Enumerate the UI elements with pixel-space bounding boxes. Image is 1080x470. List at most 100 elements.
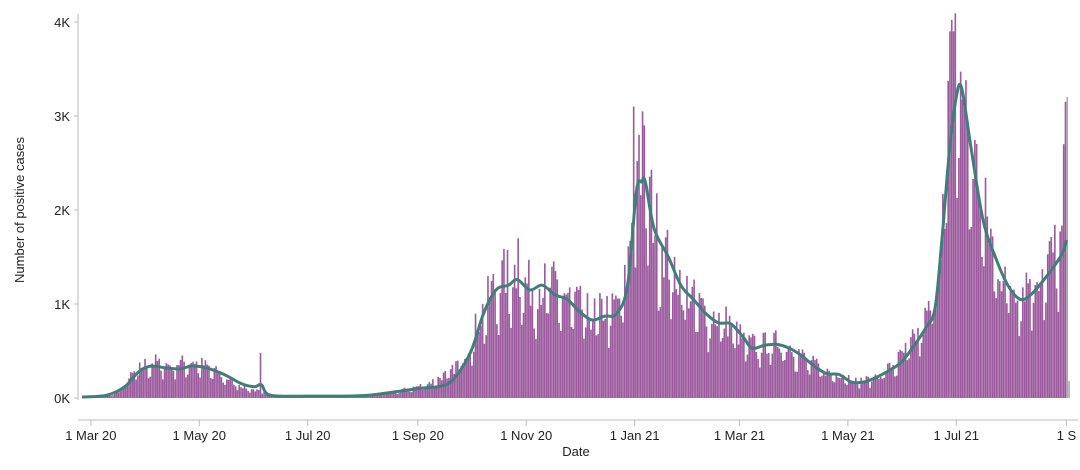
daily-case-bar — [869, 387, 871, 398]
daily-case-bar — [483, 343, 486, 398]
daily-case-bar — [519, 296, 521, 398]
daily-case-bar — [950, 19, 953, 398]
daily-case-bar — [920, 342, 923, 398]
daily-case-bar — [613, 299, 615, 398]
daily-case-bar — [460, 365, 463, 398]
daily-case-bar — [638, 134, 640, 399]
daily-case-bar — [787, 348, 790, 398]
x-tick-label: 1 Mar 21 — [714, 428, 765, 443]
x-tick-label: 1 Mar 20 — [65, 428, 116, 443]
daily-case-bar — [149, 376, 152, 398]
daily-case-bar — [576, 286, 578, 398]
daily-case-bar — [373, 395, 376, 398]
daily-case-bar — [360, 396, 363, 398]
daily-case-bar — [789, 345, 791, 398]
daily-case-bar — [190, 363, 193, 398]
daily-case-bar — [478, 331, 480, 398]
daily-case-bar — [1057, 311, 1060, 398]
daily-case-bar — [547, 313, 550, 398]
daily-case-bar — [574, 291, 576, 398]
daily-case-bar — [838, 378, 841, 398]
daily-case-bar — [854, 377, 857, 398]
daily-case-bar — [1032, 302, 1035, 398]
daily-case-bar — [902, 352, 905, 398]
daily-case-bar — [533, 328, 535, 398]
daily-case-bar — [620, 315, 623, 398]
daily-case-bar — [858, 388, 861, 398]
daily-case-bar — [823, 373, 825, 398]
daily-case-bar — [840, 377, 843, 398]
daily-case-bar — [172, 370, 175, 398]
daily-case-bar — [762, 332, 765, 398]
daily-case-bar — [769, 364, 772, 398]
daily-case-bar — [743, 332, 745, 398]
daily-case-bar — [686, 275, 688, 398]
daily-case-bar — [112, 395, 114, 398]
daily-case-bar — [1059, 231, 1061, 398]
daily-case-bar — [870, 381, 873, 398]
daily-case-bar — [142, 366, 145, 398]
daily-case-bar — [1020, 321, 1022, 398]
daily-case-bar — [984, 177, 987, 398]
daily-case-bar — [794, 371, 797, 398]
daily-case-bar — [732, 343, 734, 398]
y-axis-title: Number of positive cases — [12, 137, 27, 283]
daily-case-bar — [1013, 289, 1015, 398]
daily-case-bar — [405, 389, 408, 398]
daily-case-bar — [977, 198, 980, 398]
daily-case-bar — [227, 380, 230, 398]
daily-case-bar — [1038, 291, 1040, 398]
daily-case-bar — [163, 367, 166, 398]
daily-case-bar — [611, 293, 614, 398]
daily-case-bar — [780, 352, 782, 398]
daily-case-bar — [897, 351, 900, 398]
daily-case-bar — [433, 387, 436, 398]
daily-case-bar — [144, 358, 146, 398]
daily-case-bar — [428, 381, 431, 398]
daily-case-bar — [831, 381, 834, 398]
daily-case-bar — [709, 338, 711, 398]
daily-case-bar — [837, 377, 839, 398]
daily-case-bar — [629, 240, 631, 398]
daily-case-bar — [751, 333, 754, 398]
daily-case-bar — [584, 327, 587, 398]
daily-case-bar — [894, 376, 896, 398]
daily-case-bar — [1002, 281, 1005, 398]
daily-case-bar — [933, 315, 935, 398]
daily-case-bar — [1014, 302, 1017, 398]
x-tick-label: 1 Jul 20 — [285, 428, 331, 443]
daily-case-bar — [195, 361, 198, 398]
daily-case-bar — [240, 387, 242, 398]
daily-case-bar — [403, 387, 406, 398]
daily-case-bar — [249, 392, 251, 398]
daily-case-bar — [590, 329, 592, 398]
daily-case-bar — [528, 259, 530, 398]
daily-case-bar — [1055, 288, 1058, 398]
daily-case-bar — [570, 326, 573, 398]
daily-case-bar — [265, 392, 267, 398]
daily-case-bar — [208, 365, 210, 398]
daily-case-bar — [966, 119, 969, 398]
x-tick-label: 1 S — [1057, 428, 1077, 443]
daily-case-bar — [243, 384, 246, 398]
daily-case-bar — [654, 235, 656, 398]
daily-case-bar — [725, 306, 727, 398]
daily-case-bar — [927, 300, 930, 398]
daily-case-bar — [499, 293, 502, 398]
y-ticks: 0K 1K 2K 3K 4K — [54, 15, 78, 406]
daily-case-bar — [193, 363, 196, 398]
daily-case-bar — [700, 297, 703, 398]
daily-case-bar — [652, 242, 655, 398]
daily-case-bar — [727, 336, 729, 398]
daily-case-bar — [998, 281, 1001, 398]
daily-case-bar — [183, 361, 185, 398]
daily-case-bar — [497, 335, 500, 398]
daily-case-bar — [663, 277, 665, 398]
daily-case-bar — [842, 374, 845, 398]
daily-case-bar — [759, 367, 761, 398]
daily-case-bar — [121, 387, 123, 398]
daily-case-bar — [591, 319, 594, 398]
daily-case-bar — [391, 391, 393, 398]
daily-case-bar — [177, 365, 180, 398]
daily-case-bar — [604, 318, 607, 398]
